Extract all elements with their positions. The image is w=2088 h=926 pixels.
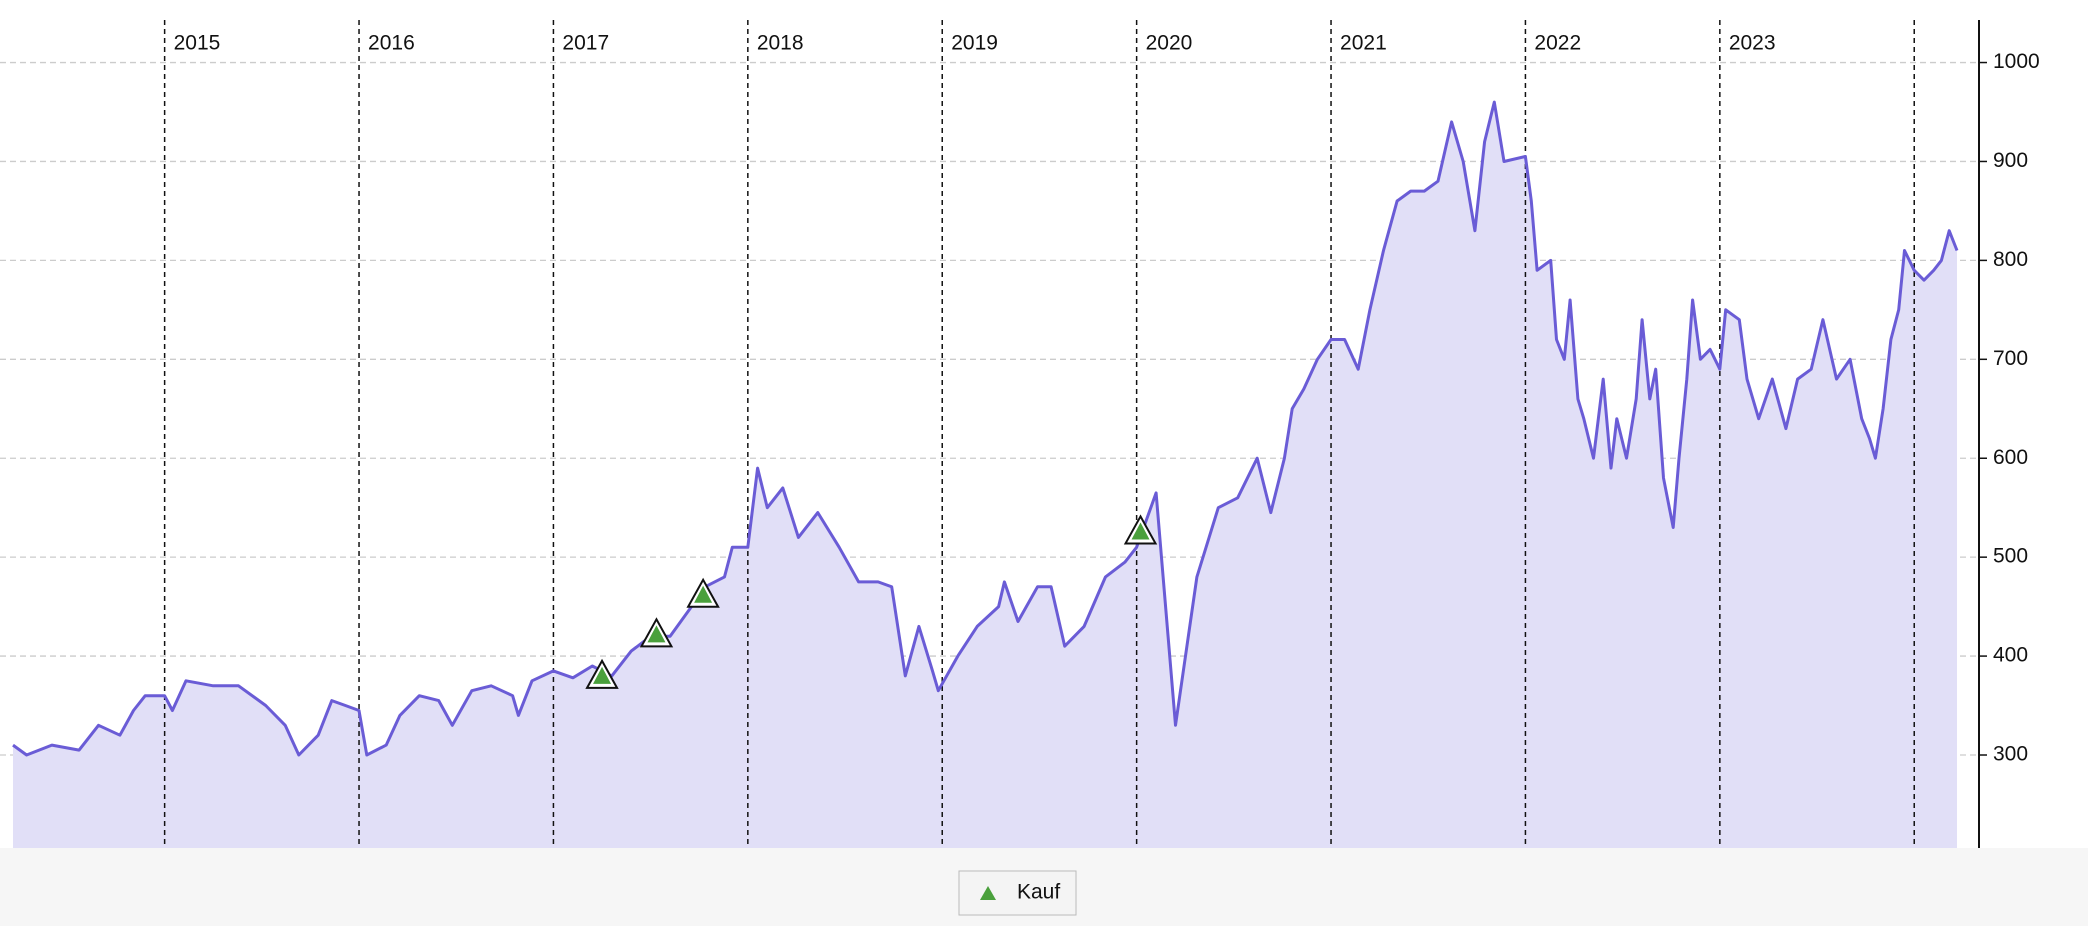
x-tick-label: 2020 — [1146, 32, 1193, 55]
buy-marker — [593, 666, 612, 684]
area — [13, 102, 1957, 849]
legend-symbol — [980, 886, 996, 900]
price-line — [12, 100, 1959, 757]
y-tick-label: 1000 — [1993, 50, 2040, 73]
legend-box — [958, 870, 1077, 916]
y-tick-label: 300 — [1993, 743, 2028, 766]
x-tick-label: 2017 — [562, 32, 609, 55]
y-tick-label: 900 — [1993, 149, 2028, 172]
legend: Kauf — [958, 870, 1077, 916]
x-tick-label: 2023 — [1729, 32, 1776, 55]
buy-marker — [694, 585, 713, 603]
x-tick-label: 2021 — [1340, 32, 1387, 55]
y-tick-label: 400 — [1993, 644, 2028, 667]
y-tick-label: 800 — [1993, 248, 2028, 271]
buy-marker — [647, 625, 666, 643]
x-tick-label: 2019 — [951, 32, 998, 55]
x-tick-label: 2022 — [1534, 32, 1581, 55]
legend-label: Kauf — [1017, 881, 1060, 904]
buy-marker — [1131, 522, 1150, 540]
x-tick-label: 2016 — [368, 32, 415, 55]
y-tick-label: 500 — [1993, 545, 2028, 568]
x-tick-label: 2015 — [174, 32, 221, 55]
y-tick-label: 600 — [1993, 446, 2028, 469]
y-tick-label: 700 — [1993, 347, 2028, 370]
x-tick-label: 2018 — [757, 32, 804, 55]
